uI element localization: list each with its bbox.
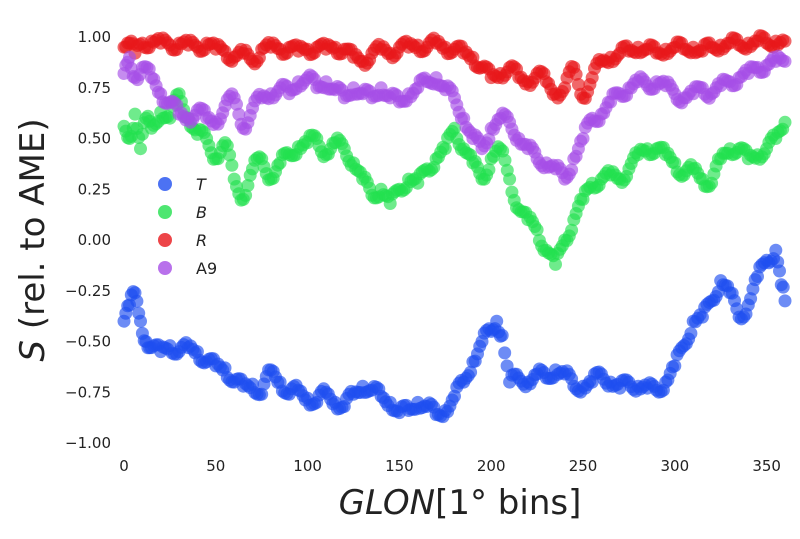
data-point — [776, 280, 790, 294]
legend-marker — [158, 233, 172, 247]
legend-label: T — [196, 175, 207, 194]
legend-marker — [158, 177, 172, 191]
data-point — [490, 314, 504, 328]
y-tick-label: −0.25 — [65, 282, 111, 300]
legend-item-t: T — [158, 175, 207, 194]
data-point — [558, 81, 572, 95]
data-point — [565, 223, 579, 237]
data-point — [684, 326, 698, 340]
y-tick-label: −0.75 — [65, 383, 111, 401]
legend-item-r: R — [158, 231, 207, 250]
data-point — [695, 310, 709, 324]
data-point — [778, 294, 792, 308]
legend-item-b: B — [158, 203, 207, 222]
legend-label: A9 — [196, 259, 217, 278]
data-point — [549, 257, 562, 271]
data-point — [225, 158, 239, 172]
legend-label: B — [196, 203, 207, 222]
legend: TBR A9 — [158, 175, 217, 278]
data-point — [232, 107, 246, 121]
data-point — [255, 387, 269, 401]
data-point — [130, 294, 144, 308]
data-point — [482, 163, 496, 177]
data-point — [769, 243, 783, 257]
y-tick-label: 0.50 — [78, 130, 111, 148]
data-point — [241, 179, 255, 192]
legend-item-a9: A9 — [158, 259, 217, 278]
legend-marker — [158, 205, 172, 219]
data-point — [778, 115, 792, 129]
data-point — [498, 346, 512, 360]
data-point — [482, 132, 496, 146]
x-tick-labels: 0 50 100 150 200 250 300 350 — [119, 457, 781, 475]
y-tick-label: 0.75 — [78, 79, 111, 97]
data-point — [464, 365, 478, 379]
x-axis-title: GLON[1° bins] — [339, 483, 582, 523]
data-point — [448, 121, 461, 135]
y-tick-label: −0.50 — [65, 333, 111, 351]
x-tick-label: 50 — [206, 457, 225, 475]
data-point — [530, 223, 544, 237]
legend-label: R — [196, 231, 207, 250]
data-point — [565, 163, 579, 177]
data-point — [438, 142, 452, 156]
x-tick-label: 150 — [385, 457, 414, 475]
series-layer — [117, 29, 792, 424]
data-point — [134, 142, 147, 156]
x-tick-label: 200 — [477, 457, 506, 475]
y-tick-label: 0.25 — [78, 180, 111, 198]
data-point — [668, 359, 682, 373]
data-point — [128, 107, 142, 121]
legend-marker — [158, 261, 172, 275]
x-tick-label: 350 — [752, 457, 781, 475]
y-tick-label: 1.00 — [78, 28, 111, 46]
series-b — [117, 87, 792, 271]
data-point — [495, 328, 509, 342]
y-tick-label: 0.00 — [78, 231, 111, 249]
y-tick-label: −1.00 — [65, 434, 111, 452]
data-point — [773, 264, 786, 278]
series-a9 — [117, 49, 792, 186]
x-tick-label: 0 — [119, 457, 129, 475]
y-tick-labels: −1.00 −0.75 −0.50 −0.25 0.00 0.25 0.50 0.75 1.00 — [65, 28, 111, 452]
y-axis-title: S (rel. to AME) — [13, 118, 53, 361]
data-point — [778, 54, 792, 68]
data-point — [576, 132, 590, 145]
x-tick-label: 100 — [293, 457, 322, 475]
data-point — [223, 148, 237, 162]
data-point — [571, 78, 585, 91]
data-point — [230, 97, 243, 111]
data-point — [778, 34, 792, 48]
data-point — [569, 67, 583, 81]
data-point — [503, 172, 517, 186]
x-tick-label: 300 — [661, 457, 690, 475]
series-r — [117, 29, 792, 105]
series-t — [117, 243, 792, 424]
data-point — [134, 314, 147, 328]
data-point — [123, 50, 136, 64]
data-point — [239, 188, 253, 202]
data-point — [498, 153, 512, 167]
x-tick-label: 250 — [569, 457, 598, 475]
